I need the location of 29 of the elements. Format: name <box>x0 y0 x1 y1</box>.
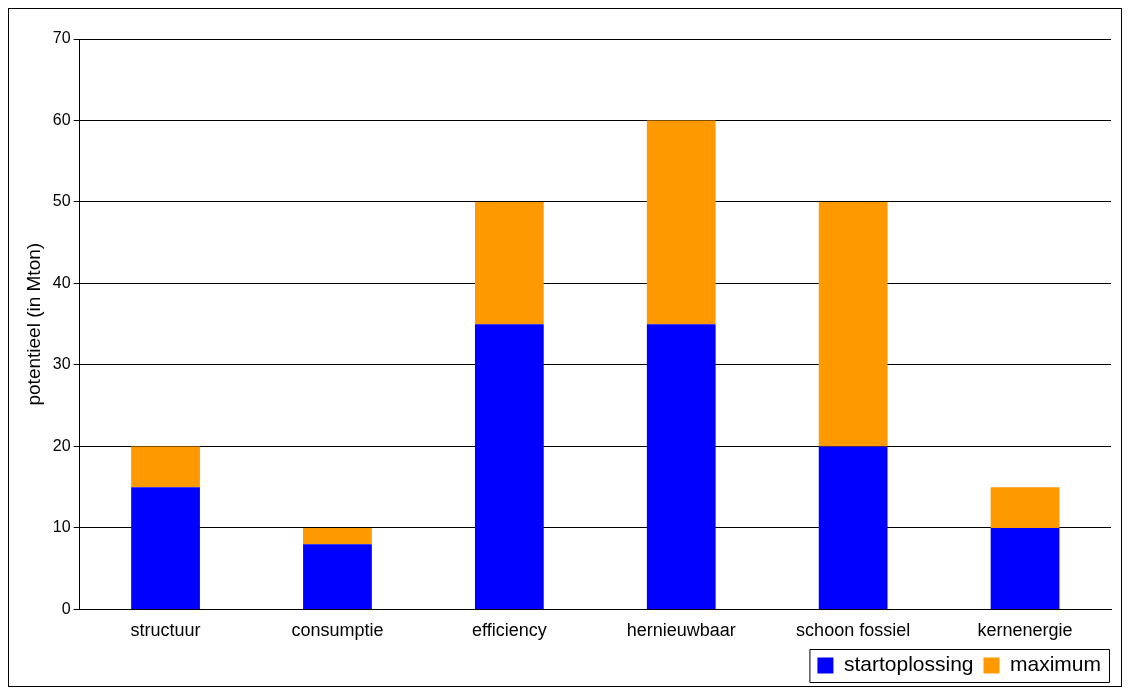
y-tick-label: 30 <box>52 355 71 373</box>
bar <box>818 446 888 609</box>
y-tick-label: 60 <box>52 110 71 128</box>
bar <box>131 487 200 609</box>
bar <box>303 544 372 609</box>
bar <box>646 324 716 609</box>
x-tick-label: efficiency <box>471 620 547 641</box>
y-tick-label: 50 <box>52 192 71 210</box>
bar <box>990 487 1060 528</box>
x-tick-label: consumptie <box>291 620 384 641</box>
bar <box>303 527 372 545</box>
x-tick-label: kernenergie <box>977 620 1073 641</box>
bar <box>818 201 888 447</box>
y-tick-label: 40 <box>52 273 71 291</box>
bar <box>474 201 544 325</box>
bar <box>474 324 544 609</box>
y-tick-label: 70 <box>52 29 71 47</box>
y-axis-title: potentieel (in Mton) <box>22 242 44 406</box>
legend-label: maximum <box>1010 652 1102 676</box>
y-tick-label: 10 <box>52 518 71 536</box>
x-tick-label: hernieuwbaar <box>626 620 736 641</box>
legend-label: startoplossing <box>843 652 974 676</box>
x-tick-label: structuur <box>130 620 201 641</box>
bar <box>990 527 1060 609</box>
bar <box>131 446 200 488</box>
x-tick-label: schoon fossiel <box>796 620 911 641</box>
y-tick-label: 0 <box>61 599 71 617</box>
y-tick-label: 20 <box>52 436 71 454</box>
bar <box>646 120 716 325</box>
